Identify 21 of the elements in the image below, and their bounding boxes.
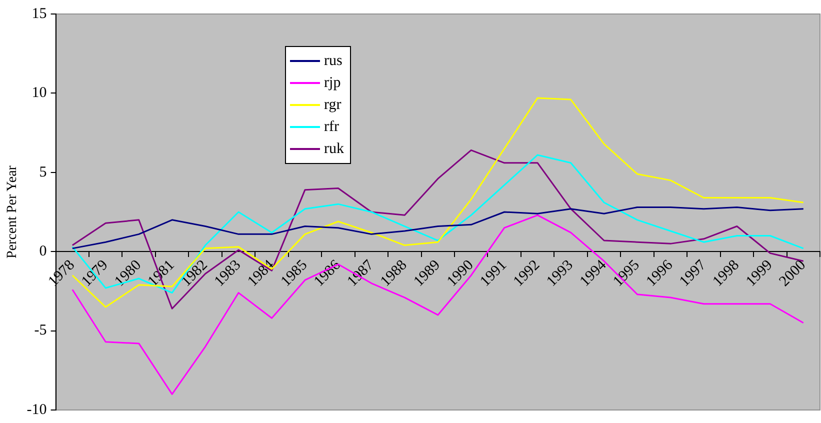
y-tick-label: 0	[39, 244, 47, 260]
legend-label: rjp	[324, 74, 341, 92]
x-tick-label: 1982	[178, 257, 211, 290]
x-tick-label: 1991	[477, 257, 510, 290]
x-tick-label: 1999	[743, 257, 776, 290]
y-axis-title: Percent Per Year	[5, 165, 20, 258]
y-tick-label: -5	[34, 322, 47, 339]
x-tick-label: 1990	[444, 257, 477, 290]
legend-label: rgr	[324, 96, 342, 114]
x-tick-label: 1979	[78, 257, 112, 290]
x-tick-label: 1992	[510, 257, 544, 290]
y-tick-label: 15	[32, 6, 47, 22]
x-tick-label: 1993	[544, 257, 576, 290]
y-tick-label: 5	[39, 164, 47, 180]
legend-label: rfr	[324, 118, 340, 136]
y-tick-label: -10	[26, 402, 47, 418]
y-tick-label: 10	[32, 85, 47, 102]
x-tick-label: 1989	[410, 257, 444, 290]
legend-label: rus	[324, 52, 342, 70]
x-tick-label: 1980	[112, 257, 144, 290]
legend-label: ruk	[324, 140, 344, 158]
